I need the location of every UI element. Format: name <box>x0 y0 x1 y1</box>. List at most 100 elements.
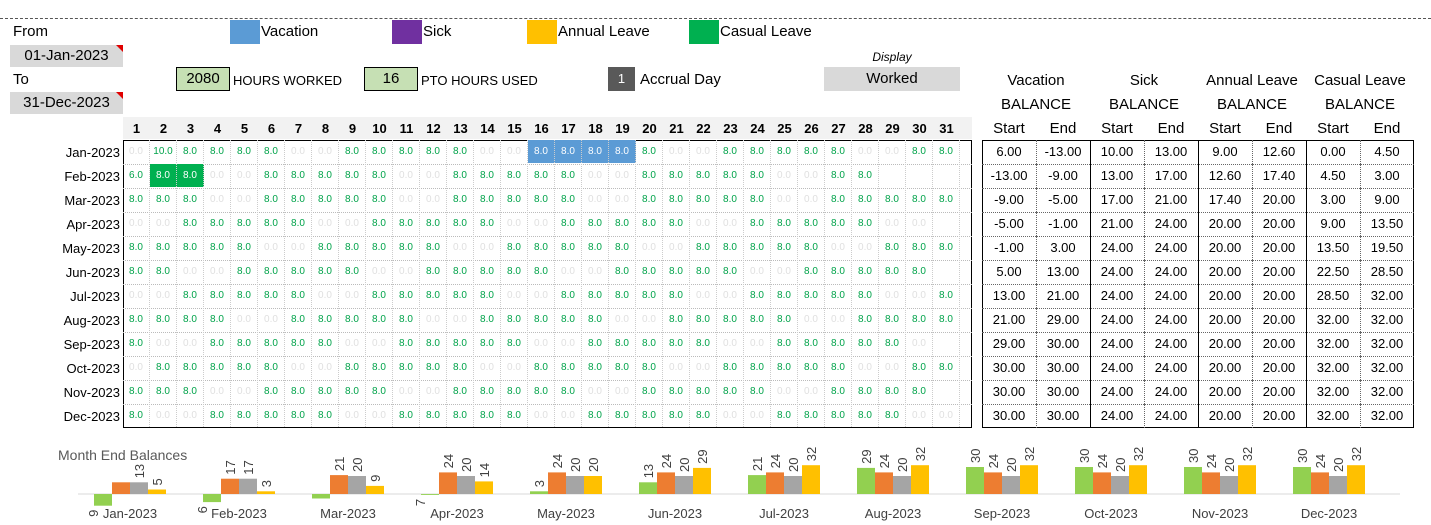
day-hours-cell[interactable]: 0.0 <box>798 188 825 211</box>
day-hours-cell[interactable]: 8.0 <box>879 236 906 259</box>
day-hours-cell[interactable]: 0.0 <box>879 356 906 379</box>
day-hours-cell[interactable]: 8.0 <box>690 332 717 355</box>
day-hours-cell[interactable]: 0.0 <box>150 404 177 427</box>
day-hours-cell[interactable]: 8.0 <box>528 164 555 187</box>
day-hours-cell[interactable]: 8.0 <box>231 332 258 355</box>
day-hours-cell[interactable]: 0.0 <box>393 164 420 187</box>
day-hours-cell[interactable]: 8.0 <box>636 380 663 403</box>
day-hours-cell[interactable] <box>933 332 960 355</box>
day-hours-cell[interactable]: 0.0 <box>258 308 285 331</box>
day-hours-cell[interactable]: 0.0 <box>420 188 447 211</box>
day-hours-cell[interactable]: 8.0 <box>123 332 150 355</box>
day-hours-cell[interactable]: 0.0 <box>150 212 177 235</box>
day-hours-cell[interactable]: 8.0 <box>825 212 852 235</box>
day-hours-cell[interactable]: 8.0 <box>393 140 420 163</box>
day-hours-cell[interactable]: 8.0 <box>933 284 960 307</box>
day-hours-cell[interactable]: 8.0 <box>609 356 636 379</box>
day-hours-cell[interactable]: 8.0 <box>447 188 474 211</box>
day-hours-cell[interactable]: 8.0 <box>528 380 555 403</box>
from-date-field[interactable]: 01-Jan-2023 <box>10 45 123 67</box>
day-hours-cell[interactable]: 8.0 <box>312 308 339 331</box>
day-hours-cell[interactable]: 0.0 <box>366 332 393 355</box>
day-hours-cell[interactable]: 8.0 <box>420 284 447 307</box>
day-hours-cell[interactable]: 8.0 <box>366 164 393 187</box>
day-hours-cell[interactable]: 8.0 <box>852 212 879 235</box>
day-hours-cell[interactable]: 8.0 <box>366 284 393 307</box>
day-hours-cell[interactable]: 8.0 <box>906 356 933 379</box>
day-hours-cell[interactable]: 8.0 <box>663 212 690 235</box>
day-hours-cell[interactable]: 8.0 <box>177 164 204 187</box>
day-hours-cell[interactable]: 8.0 <box>339 140 366 163</box>
day-hours-cell[interactable]: 8.0 <box>204 308 231 331</box>
day-hours-cell[interactable]: 8.0 <box>744 356 771 379</box>
day-hours-cell[interactable]: 0.0 <box>555 260 582 283</box>
day-hours-cell[interactable]: 8.0 <box>717 380 744 403</box>
day-hours-cell[interactable]: 0.0 <box>744 260 771 283</box>
day-hours-cell[interactable]: 8.0 <box>447 332 474 355</box>
day-hours-cell[interactable]: 8.0 <box>123 308 150 331</box>
day-hours-cell[interactable]: 8.0 <box>555 356 582 379</box>
day-hours-cell[interactable]: 0.0 <box>312 284 339 307</box>
day-hours-cell[interactable]: 8.0 <box>798 212 825 235</box>
day-hours-cell[interactable]: 8.0 <box>717 164 744 187</box>
day-hours-cell[interactable]: 8.0 <box>285 164 312 187</box>
day-hours-cell[interactable]: 8.0 <box>150 236 177 259</box>
day-hours-cell[interactable]: 0.0 <box>879 212 906 235</box>
day-hours-cell[interactable]: 0.0 <box>906 404 933 427</box>
day-hours-cell[interactable]: 0.0 <box>285 140 312 163</box>
day-hours-cell[interactable]: 8.0 <box>339 380 366 403</box>
day-hours-cell[interactable]: 0.0 <box>798 380 825 403</box>
day-hours-cell[interactable]: 8.0 <box>744 140 771 163</box>
day-hours-cell[interactable]: 0.0 <box>231 308 258 331</box>
day-hours-cell[interactable]: 0.0 <box>123 356 150 379</box>
day-hours-cell[interactable]: 0.0 <box>717 332 744 355</box>
day-hours-cell[interactable]: 8.0 <box>312 164 339 187</box>
day-hours-cell[interactable]: 8.0 <box>879 332 906 355</box>
day-hours-cell[interactable]: 8.0 <box>771 404 798 427</box>
day-hours-cell[interactable]: 8.0 <box>474 164 501 187</box>
day-hours-cell[interactable]: 0.0 <box>501 284 528 307</box>
day-hours-cell[interactable]: 0.0 <box>906 332 933 355</box>
day-hours-cell[interactable]: 8.0 <box>636 404 663 427</box>
day-hours-cell[interactable]: 0.0 <box>879 140 906 163</box>
day-hours-cell[interactable]: 8.0 <box>609 236 636 259</box>
day-hours-cell[interactable]: 8.0 <box>339 260 366 283</box>
day-hours-cell[interactable]: 8.0 <box>717 236 744 259</box>
day-hours-cell[interactable]: 8.0 <box>825 164 852 187</box>
day-hours-cell[interactable]: 8.0 <box>501 188 528 211</box>
day-hours-cell[interactable]: 8.0 <box>231 404 258 427</box>
day-hours-cell[interactable]: 8.0 <box>933 188 960 211</box>
day-hours-cell[interactable]: 8.0 <box>285 188 312 211</box>
day-hours-cell[interactable]: 8.0 <box>204 140 231 163</box>
day-hours-cell[interactable]: 8.0 <box>285 404 312 427</box>
day-hours-cell[interactable]: 8.0 <box>420 212 447 235</box>
day-hours-cell[interactable]: 0.0 <box>690 356 717 379</box>
day-hours-cell[interactable]: 0.0 <box>420 164 447 187</box>
day-hours-cell[interactable]: 0.0 <box>744 332 771 355</box>
day-hours-cell[interactable]: 8.0 <box>447 380 474 403</box>
day-hours-cell[interactable]: 8.0 <box>312 188 339 211</box>
day-hours-cell[interactable]: 0.0 <box>663 140 690 163</box>
day-hours-cell[interactable]: 8.0 <box>312 260 339 283</box>
day-hours-cell[interactable] <box>933 260 960 283</box>
day-hours-cell[interactable]: 8.0 <box>312 380 339 403</box>
day-hours-cell[interactable]: 8.0 <box>933 308 960 331</box>
day-hours-cell[interactable]: 8.0 <box>231 356 258 379</box>
day-hours-cell[interactable]: 8.0 <box>393 356 420 379</box>
day-hours-cell[interactable]: 0.0 <box>528 404 555 427</box>
day-hours-cell[interactable]: 8.0 <box>420 236 447 259</box>
day-hours-cell[interactable]: 0.0 <box>501 356 528 379</box>
day-hours-cell[interactable]: 8.0 <box>474 380 501 403</box>
day-hours-cell[interactable]: 0.0 <box>690 284 717 307</box>
day-hours-cell[interactable]: 8.0 <box>285 260 312 283</box>
day-hours-cell[interactable]: 8.0 <box>231 260 258 283</box>
day-hours-cell[interactable]: 0.0 <box>906 212 933 235</box>
day-hours-cell[interactable]: 0.0 <box>609 308 636 331</box>
day-hours-cell[interactable]: 8.0 <box>879 260 906 283</box>
day-hours-cell[interactable]: 8.0 <box>420 332 447 355</box>
day-hours-cell[interactable]: 8.0 <box>204 332 231 355</box>
day-hours-cell[interactable]: 0.0 <box>717 212 744 235</box>
day-hours-cell[interactable]: 8.0 <box>663 308 690 331</box>
day-hours-cell[interactable]: 0.0 <box>771 380 798 403</box>
day-hours-cell[interactable]: 8.0 <box>447 260 474 283</box>
